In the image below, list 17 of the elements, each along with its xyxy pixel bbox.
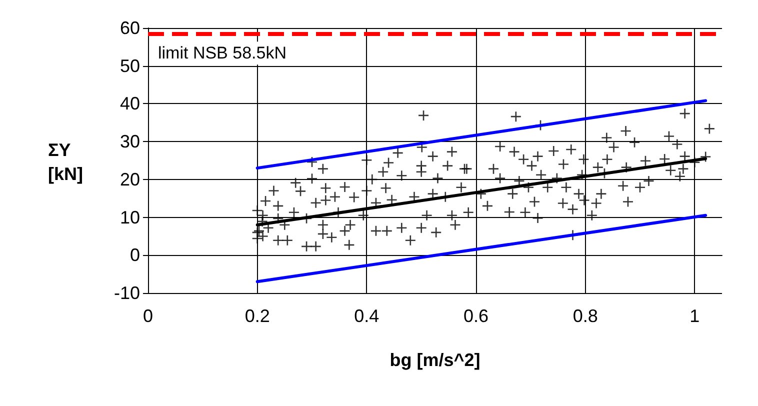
y-tick-label: 50 — [120, 56, 140, 76]
x-tick-label: 0.6 — [463, 306, 489, 326]
x-tick-label: 0.2 — [244, 306, 270, 326]
y-axis-title: ΣY [kN] — [48, 140, 83, 184]
y-tick-label: -10 — [114, 283, 140, 303]
y-tick-label: 10 — [120, 207, 140, 228]
ref-line-label: limit NSB 58.5kN — [158, 44, 286, 63]
x-tick-label: 1 — [690, 306, 700, 326]
x-axis-title: bg [m/s^2] — [390, 350, 480, 370]
y-tick-label: 30 — [120, 132, 140, 152]
y-tick-label: 40 — [120, 94, 140, 114]
x-tick-label: 0.4 — [354, 306, 380, 326]
y-tick-label: 60 — [120, 18, 140, 38]
x-tick-label: 0 — [142, 306, 154, 326]
y-tick-label: 20 — [120, 169, 140, 190]
y-tick-label: 0 — [130, 245, 140, 266]
x-tick-label: 0.8 — [572, 306, 598, 326]
